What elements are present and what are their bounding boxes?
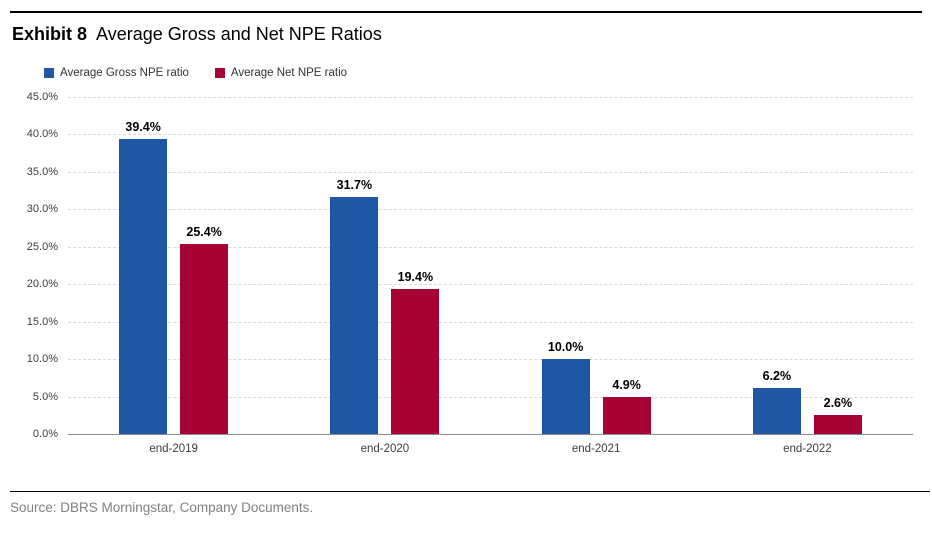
y-tick-label: 45.0%: [26, 91, 58, 103]
gridline: [68, 321, 913, 323]
top-divider: [10, 11, 922, 13]
y-tick-label: 40.0%: [26, 128, 58, 141]
bar-value-label: 39.4%: [125, 119, 161, 134]
gridline: [68, 359, 913, 361]
bar-value-label: 25.4%: [186, 224, 222, 239]
gridline: [68, 246, 913, 248]
legend-item-net: Average Net NPE ratio: [214, 67, 348, 79]
gridline: [68, 396, 913, 398]
gridline: [68, 134, 913, 136]
x-tick-label-end-2020: end-2020: [360, 443, 410, 455]
legend-swatch-icon: [214, 68, 225, 78]
y-tick-label: 5.0%: [32, 390, 58, 403]
chart-title: Average Gross and Net NPE Ratios: [96, 24, 382, 44]
y-tick-label: 30.0%: [26, 203, 58, 216]
bar-value-label: 19.4%: [397, 269, 434, 284]
gridline: [68, 209, 913, 211]
bar-group-end-2020: 31.7% 19.4%: [279, 97, 490, 434]
bar-value-label: 4.9%: [612, 378, 641, 393]
bar-value-label: 10.0%: [547, 340, 584, 355]
gridline: [68, 97, 913, 98]
bar-value-label: 31.7%: [336, 177, 373, 192]
plot-area: 0.0% 5.0% 10.0% 15.0% 20.0% 25.0% 30.0% 35.0% 40…: [27, 91, 913, 440]
bar-net-end-2019: 25.4%: [180, 225, 229, 434]
bar-net-end-2020: 19.4%: [391, 270, 440, 434]
bar-gross-end-2020: 31.7%: [330, 178, 379, 434]
source-note: Source: DBRS Morningstar, Company Docume…: [10, 500, 314, 515]
bars-layer: 39.4% 25.4% 31.7% 19.4% 10.0% 4.9% 6.2% 2.6%: [68, 97, 913, 434]
y-tick-label: 10.0%: [26, 353, 58, 366]
gridline: [68, 284, 913, 286]
bar-group-end-2022: 6.2% 2.6%: [702, 97, 913, 434]
legend-swatch-icon: [44, 68, 54, 78]
y-tick-label: 20.0%: [26, 278, 58, 291]
bar-gross-end-2019: 39.4%: [119, 120, 168, 434]
bar-gross-end-2021: 10.0%: [541, 340, 590, 434]
legend-label: Average Net NPE ratio: [230, 67, 348, 79]
exhibit-label: Exhibit 8: [12, 24, 88, 44]
x-tick-label-end-2022: end-2022: [783, 443, 832, 455]
legend-label: Average Gross NPE ratio: [60, 67, 189, 79]
bottom-divider: [10, 491, 930, 492]
x-tick-label-end-2021: end-2021: [571, 443, 621, 455]
y-tick-label: 15.0%: [26, 315, 58, 328]
x-axis-labels: end-2019 end-2020 end-2021 end-2022: [68, 443, 913, 455]
bar-group-end-2019: 39.4% 25.4%: [68, 97, 279, 434]
chart-legend: Average Gross NPE ratio Average Net NPE r…: [44, 67, 347, 79]
y-tick-label: 35.0%: [26, 165, 58, 178]
bar-gross-end-2022: 6.2%: [752, 369, 801, 434]
bar-net-end-2021: 4.9%: [602, 378, 651, 434]
bar-value-label: 2.6%: [823, 395, 853, 410]
x-axis-baseline: [68, 434, 913, 435]
y-tick-label: 0.0%: [32, 428, 58, 440]
x-tick-label-end-2019: end-2019: [149, 443, 198, 455]
legend-item-gross: Average Gross NPE ratio: [44, 67, 189, 79]
bar-value-label: 6.2%: [762, 368, 792, 383]
page-title: Exhibit 8 Average Gross and Net NPE Ratio…: [12, 24, 382, 45]
bar-net-end-2022: 2.6%: [813, 396, 862, 434]
gridline: [68, 171, 913, 173]
y-tick-label: 25.0%: [26, 240, 58, 253]
bar-group-end-2021: 10.0% 4.9%: [491, 97, 702, 434]
